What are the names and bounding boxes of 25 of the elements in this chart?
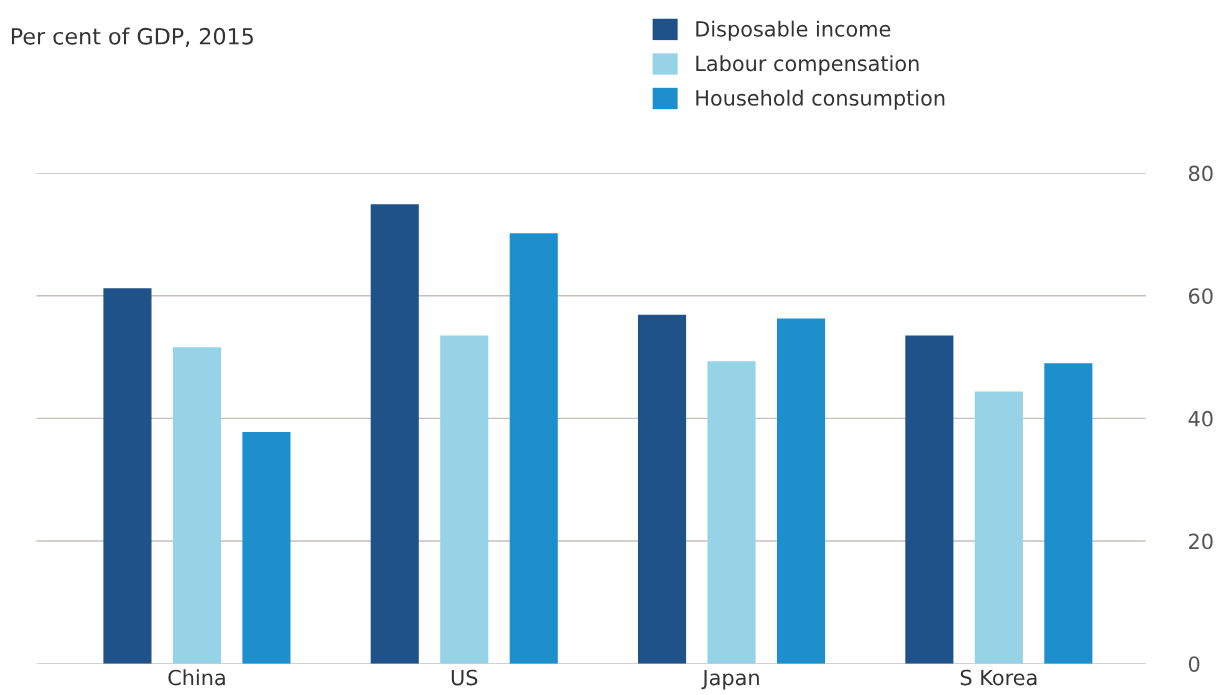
y-tick-label: 0 bbox=[1188, 656, 1200, 672]
bar bbox=[440, 335, 489, 664]
x-tick-label: Japan bbox=[701, 669, 759, 690]
y-tick-label: 20 bbox=[1189, 533, 1213, 550]
bar bbox=[707, 361, 756, 664]
bar bbox=[370, 204, 419, 664]
legend-label: Labour compensation bbox=[696, 55, 919, 76]
bar bbox=[637, 314, 687, 664]
y-tick-label: 80 bbox=[1188, 165, 1213, 182]
bar bbox=[103, 288, 152, 664]
chart-subtitle: Per cent of GDP, 2015 bbox=[11, 27, 253, 47]
legend-label: Household consumption bbox=[696, 89, 945, 110]
y-tick-label: 40 bbox=[1188, 410, 1213, 427]
bar bbox=[905, 335, 954, 664]
bar bbox=[974, 391, 1023, 664]
x-tick-label: US bbox=[451, 669, 478, 686]
bar bbox=[172, 347, 222, 664]
y-tick-label: 60 bbox=[1188, 288, 1213, 304]
x-tick-label: China bbox=[168, 669, 225, 686]
bar bbox=[1044, 363, 1093, 664]
x-tick-label: S Korea bbox=[960, 669, 1037, 686]
bar bbox=[242, 431, 291, 664]
bar bbox=[776, 318, 826, 664]
legend-label: Disposable income bbox=[696, 20, 891, 41]
bar bbox=[509, 233, 558, 664]
